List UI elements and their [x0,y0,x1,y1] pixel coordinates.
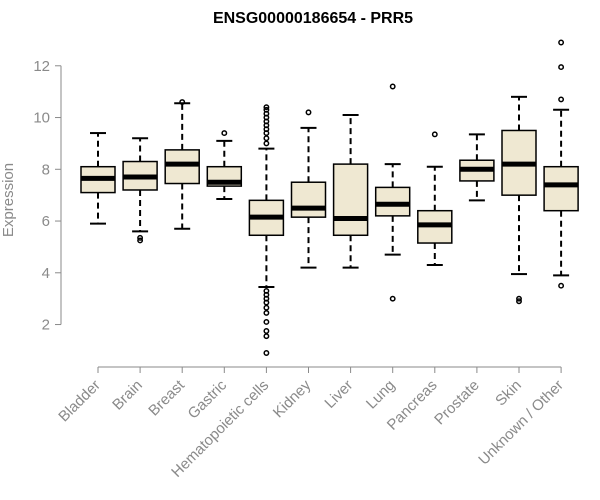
x-tick-label: Prostate [431,377,483,429]
y-axis-label: Expression [0,163,17,237]
box-group [374,83,411,302]
outlier-point [263,140,270,147]
y-tick-label: 12 [33,58,50,75]
outlier-point [516,295,522,302]
box-iqr [374,186,411,217]
outlier-point [179,99,186,105]
y-axis: 2 4 6 8 10 12 [33,58,62,334]
x-tick-label: Bladder [55,377,104,426]
box-iqr [290,181,327,218]
outlier-point [263,328,270,334]
x-tick-label: Liver [321,377,356,412]
outlier-point [263,299,270,306]
outlier-point [558,96,565,103]
y-tick-label: 10 [33,110,50,127]
outlier-point [558,64,565,71]
box-group [248,104,285,356]
outlier-point [263,350,270,356]
outlier-point [431,131,438,138]
box-group [417,131,453,267]
box-group [80,132,116,225]
box-group [206,130,243,201]
outlier-point [389,295,396,302]
outlier-point [263,309,270,316]
x-tick-label: Brain [109,377,146,414]
outlier-point [558,39,565,46]
outlier-point [263,304,270,311]
box-group [332,113,369,269]
outlier-point [137,237,144,244]
outlier-point [263,106,270,113]
outlier-point [221,130,228,137]
x-tick-label: Breast [145,376,188,419]
box-group [459,133,495,202]
outlier-point [263,319,270,325]
x-tick-label: Kidney [270,376,315,421]
outlier-point [263,135,270,142]
outlier-point [263,104,270,111]
outlier-point [558,282,565,289]
box-iqr [164,149,200,185]
box-group [501,95,537,305]
box-group [122,137,158,244]
outlier-point [263,333,270,340]
y-tick-label: 8 [42,161,50,178]
outlier-point [389,83,396,90]
box-group [543,39,579,289]
y-tick-label: 4 [42,265,50,282]
outlier-point [516,298,522,305]
outlier-point [137,234,144,241]
box-group [164,99,200,230]
box-series [80,39,579,356]
chart-title: ENSG00000186654 - PRR5 [213,10,413,27]
x-tick-label: Lung [363,377,399,413]
y-tick-label: 2 [42,317,50,334]
outlier-point [305,109,312,116]
box-iqr [543,165,579,212]
box-group [290,109,327,269]
x-tick-label: Skin [492,377,525,410]
y-tick-label: 6 [42,213,50,230]
box-iqr [332,163,369,237]
